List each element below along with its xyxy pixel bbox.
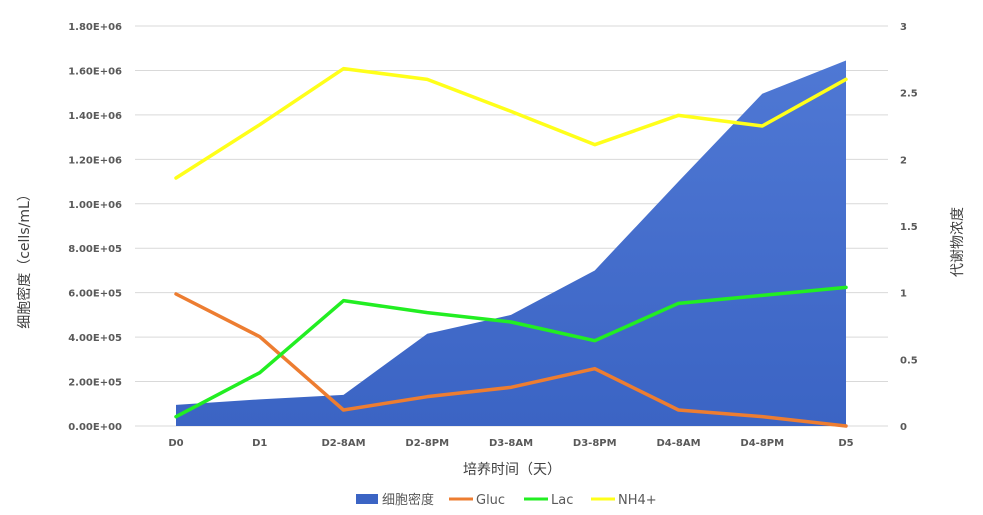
legend: 细胞密度 Gluc Lac NH4+ — [356, 492, 657, 508]
y-right-tick-label: 2 — [900, 155, 907, 166]
x-axis-title: 培养时间（天） — [463, 462, 561, 478]
y-right-tick-label: 2.5 — [900, 89, 918, 100]
y-right-tick-label: 0 — [900, 422, 907, 433]
y-left-tick-label: 6.00E+05 — [68, 289, 122, 300]
y-right-tick-label: 1 — [900, 289, 907, 300]
y-left-tick-label: 1.00E+06 — [68, 200, 122, 211]
y-right-tick-label: 0.5 — [900, 355, 918, 366]
x-tick-label: D4-8PM — [740, 438, 784, 449]
x-tick-label: D5 — [838, 438, 853, 449]
y-axis-right-ticks: 0 0.5 1 1.5 2 2.5 3 — [900, 22, 918, 433]
legend-label: 细胞密度 — [382, 492, 434, 508]
y-left-tick-label: 1.20E+06 — [68, 155, 122, 166]
y-axis-left-ticks: 0.00E+00 2.00E+05 4.00E+05 6.00E+05 8.00E+05… — [68, 22, 122, 433]
line-series-lac — [174, 285, 848, 419]
y-left-tick-label: 2.00E+05 — [68, 378, 122, 389]
y-left-tick-label: 4.00E+05 — [68, 333, 122, 344]
x-tick-label: D3-8AM — [489, 438, 533, 449]
x-tick-label: D0 — [168, 438, 183, 449]
y-left-tick-label: 1.40E+06 — [68, 111, 122, 122]
line-series-gluc — [174, 292, 848, 428]
y-left-tick-label: 1.60E+06 — [68, 66, 122, 77]
x-tick-label: D3-8PM — [573, 438, 617, 449]
y-left-tick-label: 8.00E+05 — [68, 244, 122, 255]
y-right-tick-label: 1.5 — [900, 222, 918, 233]
line-series-layer — [174, 66, 848, 428]
legend-swatch — [356, 494, 378, 504]
legend-item: Lac — [524, 493, 573, 508]
x-tick-label: D4-8AM — [656, 438, 700, 449]
legend-item: 细胞密度 — [356, 492, 434, 508]
area-series-cell-density — [176, 60, 846, 426]
x-axis-ticks: D0 D1 D2-8AM D2-8PM D3-8AM D3-8PM D4-8AM D4-8PM… — [168, 438, 853, 449]
x-tick-label: D1 — [252, 438, 267, 449]
x-tick-label: D2-8AM — [321, 438, 365, 449]
y-axis-left-title: 细胞密度（cells/mL） — [16, 187, 33, 329]
y-left-tick-label: 1.80E+06 — [68, 22, 122, 33]
y-right-tick-label: 3 — [900, 22, 907, 33]
area-series-layer — [176, 60, 846, 426]
x-tick-label: D2-8PM — [405, 438, 449, 449]
legend-label: Gluc — [476, 493, 505, 508]
line-series-nh4 — [174, 66, 848, 180]
legend-item: Gluc — [449, 493, 505, 508]
legend-item: NH4+ — [591, 493, 657, 508]
legend-label: Lac — [551, 493, 573, 508]
y-axis-right-title: 代谢物浓度 — [950, 207, 966, 277]
y-left-tick-label: 0.00E+00 — [68, 422, 122, 433]
legend-label: NH4+ — [618, 493, 657, 508]
